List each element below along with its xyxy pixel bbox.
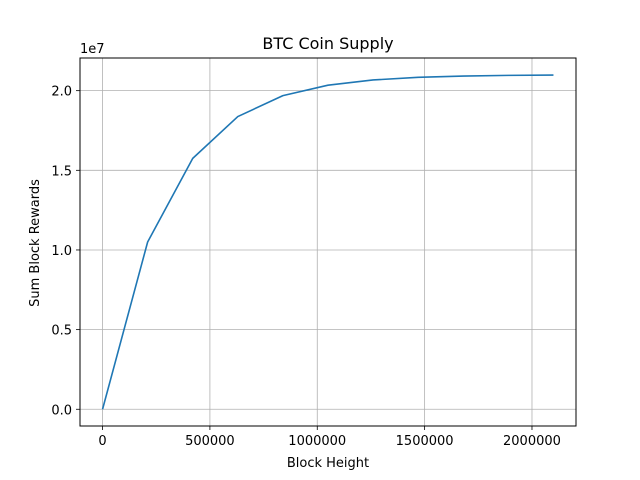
x-axis-label: Block Height	[287, 456, 369, 471]
plot-frame	[79, 57, 577, 427]
chart-title: BTC Coin Supply	[262, 34, 393, 53]
y-tick-label: 0.0	[51, 403, 72, 418]
x-tick-label: 500000	[185, 434, 235, 449]
series-line	[101, 74, 554, 410]
y-tick-label: 0.5	[51, 324, 72, 339]
x-tick-label: 0	[98, 434, 106, 449]
y-axis-offset-label: 1e7	[80, 42, 105, 57]
y-tick-label: 2.0	[51, 85, 72, 100]
x-tick-label: 2000000	[503, 434, 561, 449]
y-tick-label: 1.5	[51, 164, 72, 179]
y-tick-label: 1.0	[51, 244, 72, 259]
x-tick-label: 1000000	[288, 434, 346, 449]
series-layer	[101, 74, 554, 410]
ticks: 0 500000 1000000 1500000 2000000 0.0 0.5 1.0 1.5…	[51, 85, 561, 449]
y-axis-label: Sum Block Rewards	[28, 179, 43, 307]
x-tick-label: 1500000	[396, 434, 454, 449]
grid	[80, 58, 576, 426]
